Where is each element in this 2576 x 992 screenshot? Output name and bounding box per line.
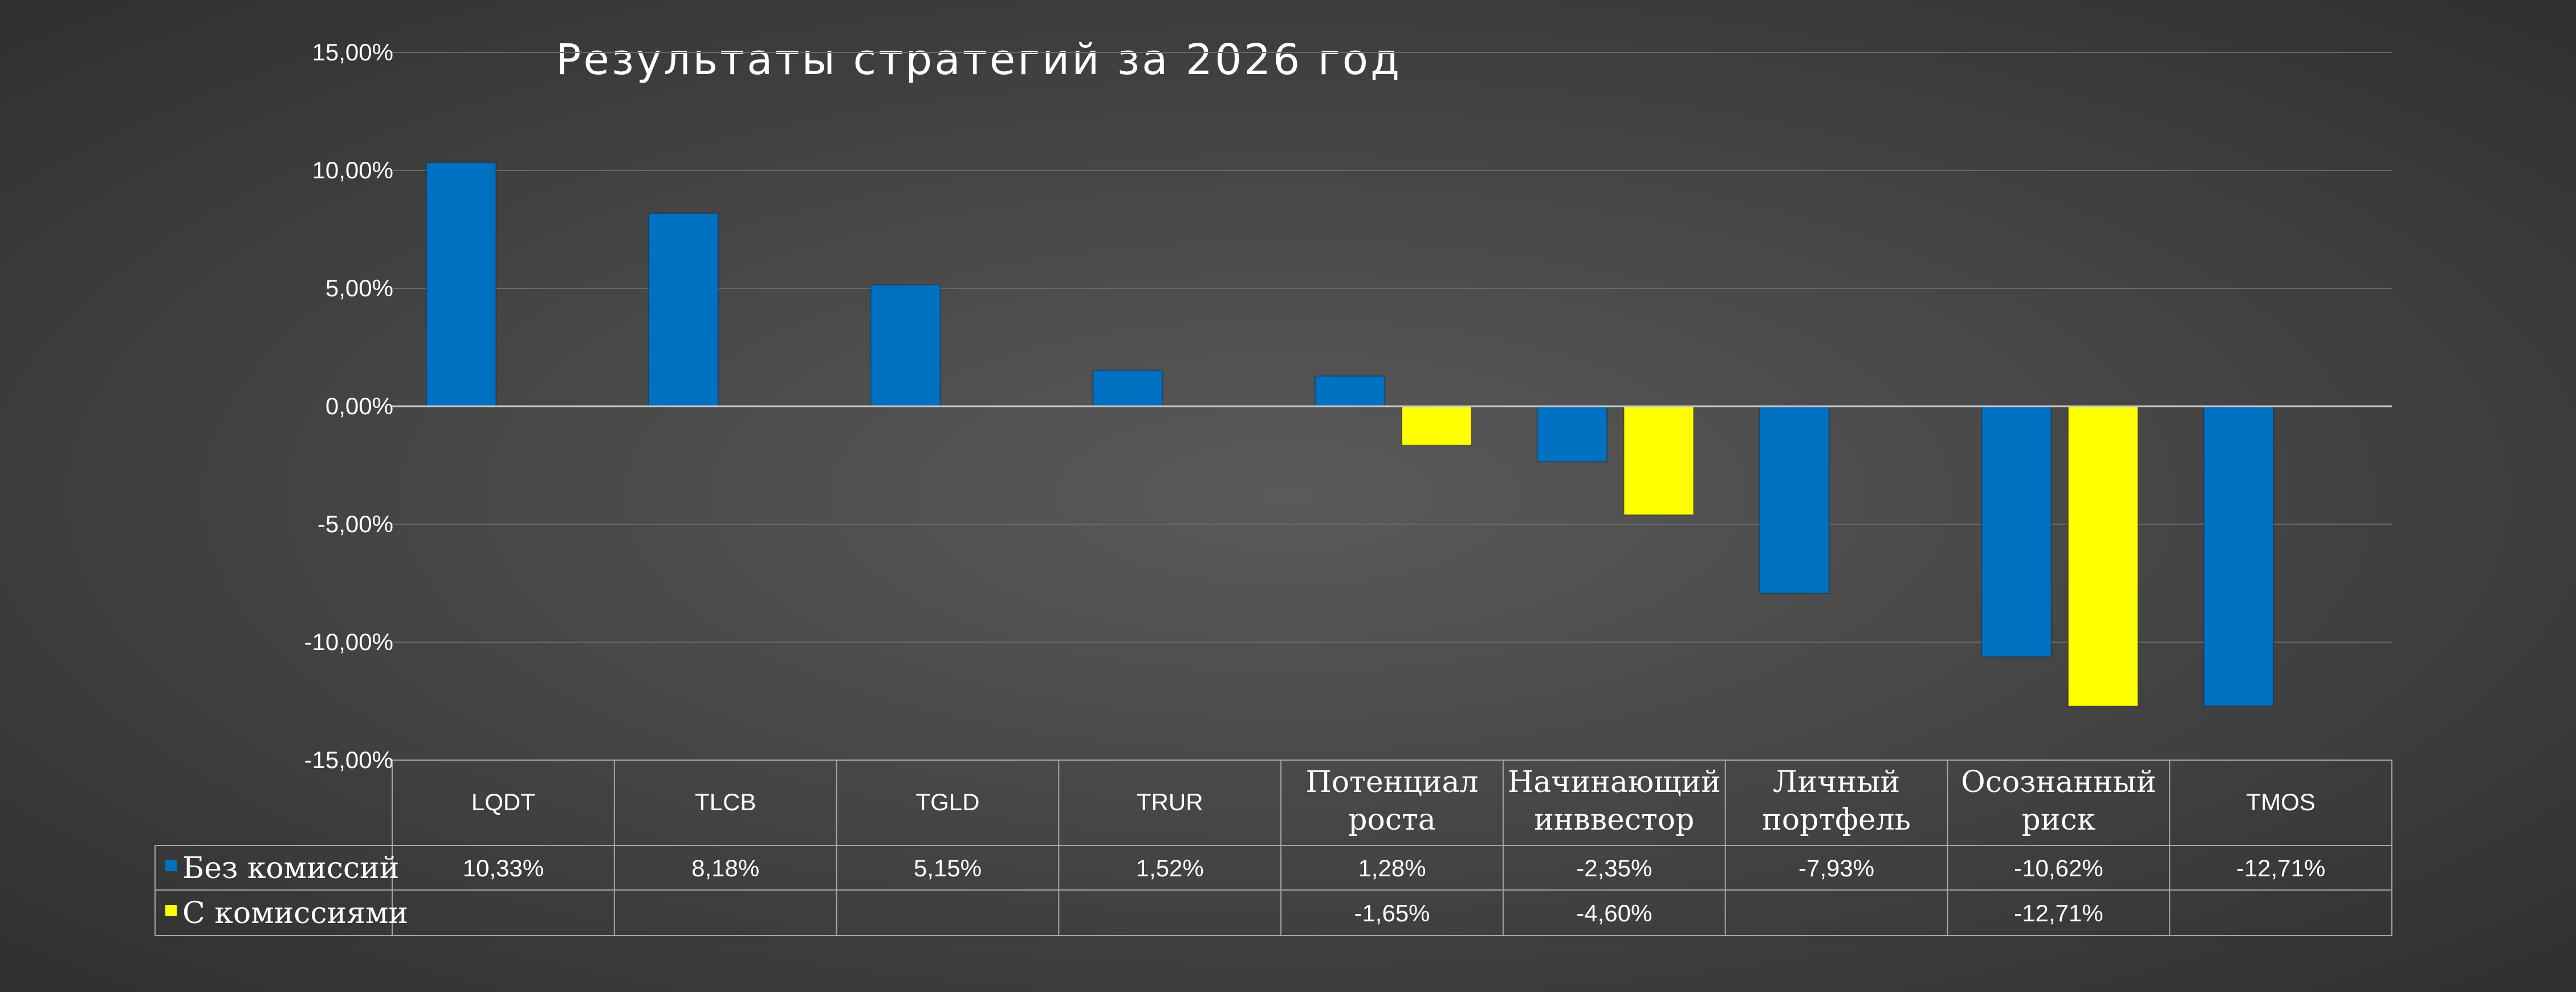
data-label: -12,71% [2014,900,2103,926]
data-label: -7,93% [1798,855,1874,881]
y-tick-label: 5,00% [325,275,393,301]
y-tick-label: -15,00% [304,746,393,773]
legend-swatch [165,860,177,871]
data-label: -4,60% [1576,900,1652,926]
bar-no-fee [1092,370,1163,407]
bar-with-fee [2068,406,2139,707]
chart-title: Результаты стратегий за 2026 год [555,35,1402,84]
bar-no-fee [1536,406,1608,463]
data-label: 1,28% [1358,855,1426,881]
y-tick-label: 0,00% [325,393,393,419]
x-tick-label: TRUR [1137,789,1203,815]
y-tick-label: 15,00% [312,39,393,66]
bar-no-fee [426,162,497,407]
data-label: 10,33% [463,855,544,881]
x-tick-label: TGLD [915,789,979,815]
x-tick-label: LQDT [471,789,535,815]
data-label: -2,35% [1576,855,1652,881]
bar-with-fee [1401,406,1472,446]
bar-no-fee [870,284,941,407]
data-label: 5,15% [914,855,982,881]
y-tick-label: 10,00% [312,157,393,183]
legend-label: Без комиссий [182,851,399,885]
data-label: 1,52% [1136,855,1204,881]
x-tick-label: Осознанный риск [1961,765,2156,837]
bar-no-fee [2203,406,2274,707]
legend-label: С комиссиями [182,896,408,930]
bar-no-fee [1759,406,1830,594]
y-tick-label: -10,00% [304,628,393,655]
data-label: -10,62% [2014,855,2103,881]
data-label: 8,18% [691,855,759,881]
bar-no-fee [648,213,719,407]
x-tick-label: Потенциал роста [1306,765,1479,837]
data-label: -1,65% [1354,900,1430,926]
x-tick-label: Начинающий инввестор [1508,765,1721,837]
bar-with-fee [1623,406,1694,516]
y-tick-label: -5,00% [317,511,393,537]
bar-no-fee [1315,375,1386,407]
bar-no-fee [1981,406,2052,658]
x-tick-label: TLCB [695,789,756,815]
data-label: -12,71% [2236,855,2325,881]
legend-swatch [165,905,177,916]
x-tick-label: Личный портфель [1762,765,1911,837]
x-tick-label: TMOS [2246,789,2315,815]
